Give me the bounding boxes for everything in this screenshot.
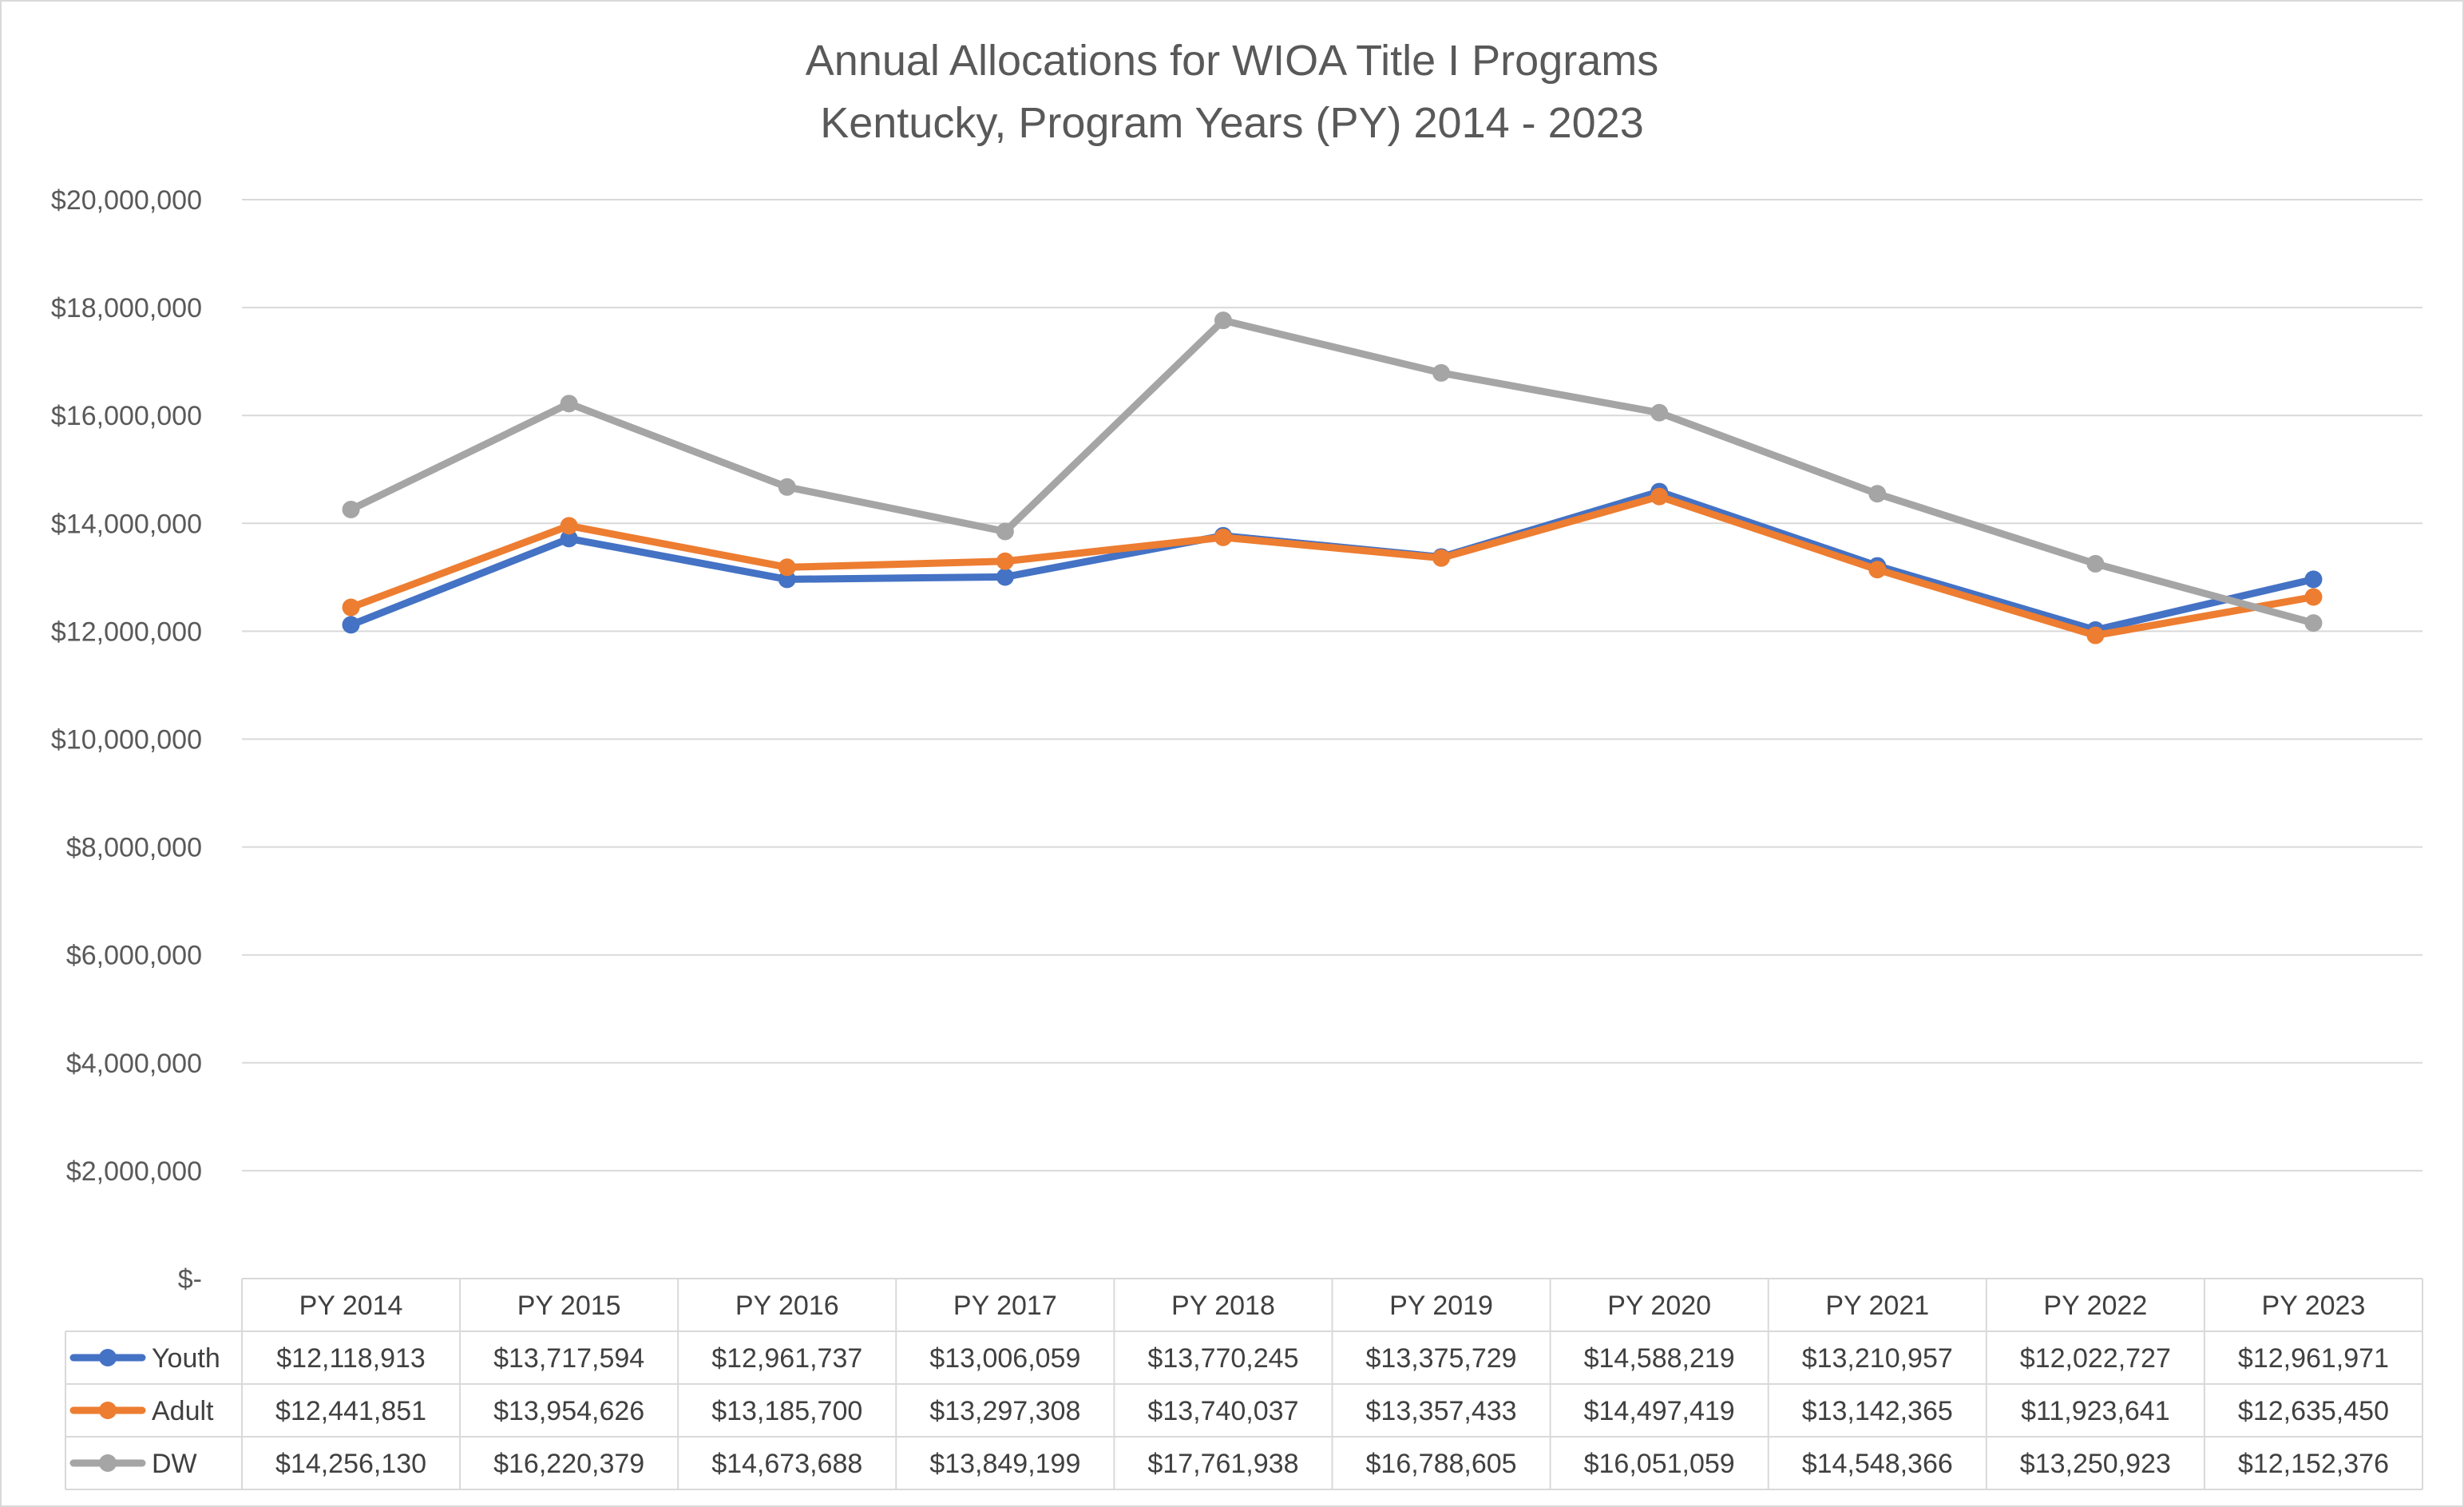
table-cell-value: $13,210,957 (1802, 1343, 1953, 1374)
data-point (996, 568, 1014, 586)
table-cell-value: $12,022,727 (2020, 1343, 2171, 1374)
table-cell-value: $12,441,851 (275, 1396, 426, 1426)
x-category-label: PY 2014 (299, 1291, 403, 1321)
data-point (778, 558, 796, 577)
data-point (1214, 311, 1232, 330)
x-category-label: PY 2018 (1171, 1291, 1275, 1321)
table-cell-value: $16,220,379 (493, 1449, 644, 1479)
series-line-dw (347, 316, 2317, 627)
data-point (778, 570, 796, 589)
data-point (1214, 528, 1232, 546)
x-category-label: PY 2022 (2043, 1291, 2147, 1321)
table-cell-value: $16,788,605 (1366, 1449, 1517, 1479)
table-cell-value: $12,961,737 (711, 1343, 862, 1374)
legend-key-youth (69, 1349, 146, 1366)
data-point (2086, 554, 2105, 573)
data-point (560, 395, 578, 413)
series-lines (342, 311, 2323, 644)
y-tick-label: $8,000,000 (66, 833, 202, 863)
table-cell-value: $11,923,641 (2021, 1396, 2170, 1426)
data-point (342, 500, 360, 518)
y-tick-label: $14,000,000 (51, 509, 202, 539)
table-cell-value: $13,006,059 (929, 1343, 1080, 1374)
x-category-label: PY 2021 (1825, 1291, 1929, 1321)
x-category-label: PY 2015 (517, 1291, 621, 1321)
chart-subtitle: Kentucky, Program Years (PY) 2014 - 2023 (820, 99, 1644, 147)
x-category-label: PY 2020 (1607, 1291, 1711, 1321)
table-cell-value: $14,497,419 (1584, 1396, 1735, 1426)
x-category-label: PY 2017 (953, 1291, 1057, 1321)
data-point (560, 529, 578, 548)
table-cell-value: $14,548,366 (1802, 1449, 1953, 1479)
y-tick-label: $4,000,000 (66, 1049, 202, 1079)
table-cell-value: $12,961,971 (2238, 1343, 2389, 1374)
x-category-label: PY 2023 (2262, 1291, 2366, 1321)
series-line-adult (347, 493, 2317, 640)
table-cell-value: $16,051,059 (1584, 1449, 1735, 1479)
table-cell-value: $17,761,938 (1147, 1449, 1298, 1479)
table-cell-value: $13,849,199 (929, 1449, 1080, 1479)
data-point (2304, 614, 2323, 633)
y-tick-label: $16,000,000 (51, 401, 202, 431)
table-cell-value: $14,673,688 (711, 1449, 862, 1479)
series-dw (342, 311, 2323, 633)
data-point (2304, 570, 2323, 589)
legend-key-adult (69, 1402, 146, 1419)
y-tick-label: $6,000,000 (66, 941, 202, 971)
data-point (2304, 588, 2323, 606)
data-point (996, 552, 1014, 570)
table-cell-value: $14,588,219 (1584, 1343, 1735, 1374)
data-table: PY 2014 PY 2015 PY 2016 PY 2017 PY 2018 PY 20… (65, 1278, 2423, 1490)
data-point (2086, 626, 2105, 644)
table-cell-value: $12,118,913 (276, 1343, 426, 1374)
table-cell-value: $13,954,626 (493, 1396, 644, 1426)
legend-label: DW (152, 1449, 197, 1479)
table-cell-value: $13,142,365 (1802, 1396, 1953, 1426)
y-tick-label: $- (178, 1264, 202, 1295)
table-cell-value: $13,717,594 (493, 1343, 644, 1374)
table-cell-value: $13,357,433 (1366, 1396, 1517, 1426)
data-point (1650, 487, 1669, 506)
data-point (1650, 403, 1669, 422)
table-cell-value: $13,740,037 (1147, 1396, 1298, 1426)
y-tick-label: $12,000,000 (51, 617, 202, 647)
table-cell-value: $12,635,450 (2238, 1396, 2389, 1426)
table-cell-value: $13,297,308 (929, 1396, 1080, 1426)
table-cell-value: $13,770,245 (1147, 1343, 1298, 1374)
data-point (1868, 485, 1887, 503)
table-cell-value: $12,152,376 (2238, 1449, 2389, 1479)
data-point (1432, 549, 1451, 567)
data-point (996, 522, 1014, 541)
x-category-label: PY 2016 (735, 1291, 839, 1321)
table-cell-value: $13,185,700 (711, 1396, 862, 1426)
table-cell-value: $13,375,729 (1366, 1343, 1517, 1374)
series-adult (342, 487, 2323, 644)
gridlines (242, 199, 2422, 1172)
x-category-label: PY 2019 (1389, 1291, 1493, 1321)
chart-title: Annual Allocations for WIOA Title I Prog… (806, 37, 1658, 85)
data-point (778, 478, 796, 496)
legend-label: Adult (152, 1396, 214, 1426)
data-point (1868, 561, 1887, 579)
data-point (342, 616, 360, 634)
y-tick-label: $18,000,000 (51, 293, 202, 323)
data-point (342, 598, 360, 617)
y-tick-label: $2,000,000 (66, 1156, 202, 1187)
y-tick-label: $20,000,000 (51, 185, 202, 216)
y-axis-tick-labels: $- $2,000,000 $4,000,000 $6,000,000 $8,000,0… (51, 185, 202, 1295)
table-cell-value: $14,256,130 (275, 1449, 426, 1479)
legend-label: Youth (152, 1343, 220, 1374)
y-tick-label: $10,000,000 (51, 725, 202, 755)
legend-key-dw (69, 1454, 146, 1472)
data-point (1432, 363, 1451, 382)
data-point (560, 517, 578, 535)
table-cell-value: $13,250,923 (2020, 1449, 2171, 1479)
